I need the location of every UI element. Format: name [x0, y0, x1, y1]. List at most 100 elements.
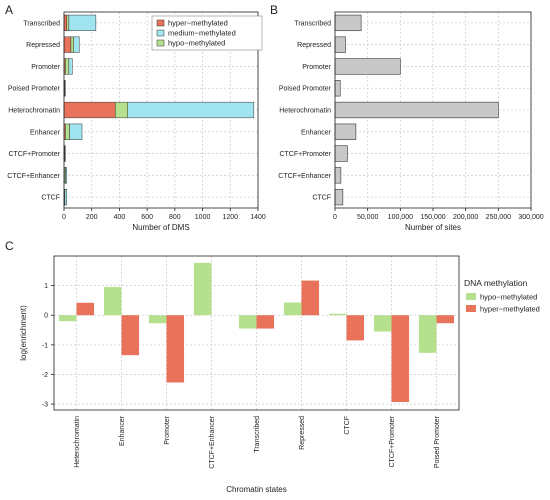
bar-heterochromatin-hyper-methylated — [76, 302, 95, 316]
x-tick-label: 1000 — [195, 214, 211, 221]
bar-ctcf-enhancer-hypo-methylated — [193, 262, 212, 316]
x-tick-label: 300,000 — [518, 214, 543, 221]
bar-transcribed-hypo-methylated — [66, 14, 70, 31]
bar-heterochromatin-medium-methylated — [127, 101, 255, 119]
panel-b-letter: B — [270, 3, 278, 17]
bar-repressed-hyper-methylated — [301, 280, 320, 316]
category-label-repressed: Repressed — [26, 42, 60, 49]
x-axis-title: Chromatin states — [226, 485, 286, 494]
category-label-promoter: Promoter — [302, 64, 331, 71]
category-label-poised-promoter: Poised Promoter — [279, 86, 332, 93]
bar-ctcf-enhancer — [334, 167, 342, 184]
panel-c-letter: C — [5, 239, 14, 253]
x-tick-label: 100,000 — [388, 214, 413, 221]
x-axis-title: Number of sites — [405, 223, 461, 232]
x-tick-label: 600 — [141, 214, 153, 221]
bar-poised-promoter-medium-methylated — [64, 80, 66, 97]
bar-repressed — [334, 36, 346, 53]
legend-label-hyper-methylated: hyper−methylated — [480, 305, 540, 314]
y-tick-label: -1 — [42, 342, 48, 349]
legend-label-medium-methylated: medium−methylated — [168, 29, 236, 38]
panel-b-chart: Transcribed Repressed Promoter Poised Promo… — [278, 11, 544, 232]
category-label-promoter: Promoter — [164, 415, 171, 444]
bar-promoter-hypo-methylated — [65, 58, 70, 75]
bar-ctcf-medium-methylated — [64, 189, 68, 206]
category-label-ctcf: CTCF — [344, 416, 351, 435]
legend-swatch-hyper-methylated — [156, 19, 165, 27]
x-tick-label: 0 — [333, 214, 337, 221]
bar-transcribed — [334, 14, 362, 32]
bar-repressed-hypo-methylated — [70, 36, 74, 53]
bar-enhancer-hypo-methylated — [103, 287, 122, 316]
legend-box — [151, 15, 263, 51]
category-label-poised-promoter: Poised Promoter — [434, 415, 441, 468]
bar-transcribed-medium-methylated — [68, 14, 97, 31]
bar-ctcf-promoter-medium-methylated — [64, 145, 66, 162]
bar-ctcf-promoter-hypo-methylated — [373, 315, 392, 332]
y-tick-label: 1 — [44, 283, 48, 290]
bar-transcribed-hypo-methylated — [238, 315, 257, 329]
bar-repressed-hypo-methylated — [283, 302, 302, 316]
bar-ctcf-enhancer-medium-methylated — [65, 167, 68, 184]
x-tick-label: 1400 — [250, 214, 266, 221]
category-label-poised-promoter: Poised Promoter — [8, 86, 61, 93]
category-label-promoter: Promoter — [31, 64, 60, 71]
bar-heterochromatin-hypo-methylated — [115, 101, 128, 119]
category-label-ctcf: CTCF — [312, 195, 331, 202]
bar-ctcf-promoter-hyper-methylated — [391, 315, 410, 403]
category-label-transcribed: Transcribed — [294, 20, 331, 27]
category-label-repressed: Repressed — [297, 42, 331, 49]
category-label-ctcf-enhancer: CTCF+Enhancer — [7, 173, 60, 180]
plot-frame — [53, 255, 460, 411]
category-label-ctcf: CTCF — [41, 195, 60, 202]
bar-poised-promoter-hypo-methylated — [418, 315, 437, 353]
x-tick-label: 250,000 — [486, 214, 511, 221]
bar-promoter — [334, 58, 401, 75]
x-tick-label: 1200 — [222, 214, 238, 221]
bar-heterochromatin-hypo-methylated — [58, 315, 77, 322]
x-tick-label: 400 — [114, 214, 126, 221]
bar-enhancer-hyper-methylated — [121, 315, 140, 356]
bar-heterochromatin — [334, 101, 499, 119]
panel-a-letter: A — [5, 3, 13, 17]
bar-poised-promoter-hyper-methylated — [436, 315, 455, 324]
legend-label-hypo-methylated: hypo−methylated — [480, 293, 537, 302]
x-tick-label: 800 — [169, 214, 181, 221]
bar-enhancer-hypo-methylated — [65, 123, 70, 140]
legend-title: DNA methylation — [464, 278, 528, 288]
y-tick-label: -3 — [42, 402, 48, 409]
panel-c-chart: Heterochromatin Enhancer Promoter CTCF+Enha… — [19, 255, 540, 494]
category-label-transcribed: Transcribed — [254, 416, 261, 453]
category-label-ctcf-promoter: CTCF+Promoter — [279, 151, 331, 158]
legend-label-hypo-methylated: hypo−methylated — [168, 39, 225, 48]
y-tick-label: 0 — [44, 313, 48, 320]
x-axis-title: Number of DMS — [132, 223, 189, 232]
bar-repressed-medium-methylated — [73, 36, 80, 53]
category-label-enhancer: Enhancer — [119, 415, 126, 446]
category-label-repressed: Repressed — [299, 416, 306, 450]
bar-enhancer-medium-methylated — [69, 123, 83, 140]
x-tick-label: 150,000 — [420, 214, 445, 221]
x-tick-label: 200 — [86, 214, 98, 221]
bar-poised-promoter — [334, 80, 341, 97]
bar-ctcf — [334, 188, 344, 206]
bar-ctcf-hyper-methylated — [346, 315, 365, 341]
bar-promoter-hypo-methylated — [148, 315, 167, 324]
bar-enhancer — [334, 123, 357, 140]
category-label-enhancer: Enhancer — [30, 129, 61, 136]
bar-ctcf-promoter — [334, 145, 348, 162]
bar-transcribed-hyper-methylated — [63, 14, 68, 31]
bar-transcribed-hyper-methylated — [256, 315, 275, 329]
x-tick-label: 50,000 — [357, 214, 379, 221]
category-label-ctcf-promoter: CTCF+Promoter — [8, 151, 60, 158]
legend-label-hyper-methylated: hyper−methylated — [168, 19, 228, 28]
category-label-heterochromatin: Heterochromatin — [8, 108, 60, 115]
category-label-transcribed: Transcribed — [23, 20, 60, 27]
bar-repressed-hyper-methylated — [63, 36, 72, 53]
legend-swatch-hyper-methylated — [466, 305, 476, 312]
bar-promoter-medium-methylated — [68, 58, 73, 75]
legend-swatch-hypo-methylated — [466, 293, 476, 300]
y-tick-label: -2 — [42, 372, 48, 379]
plot-frame — [63, 11, 259, 209]
